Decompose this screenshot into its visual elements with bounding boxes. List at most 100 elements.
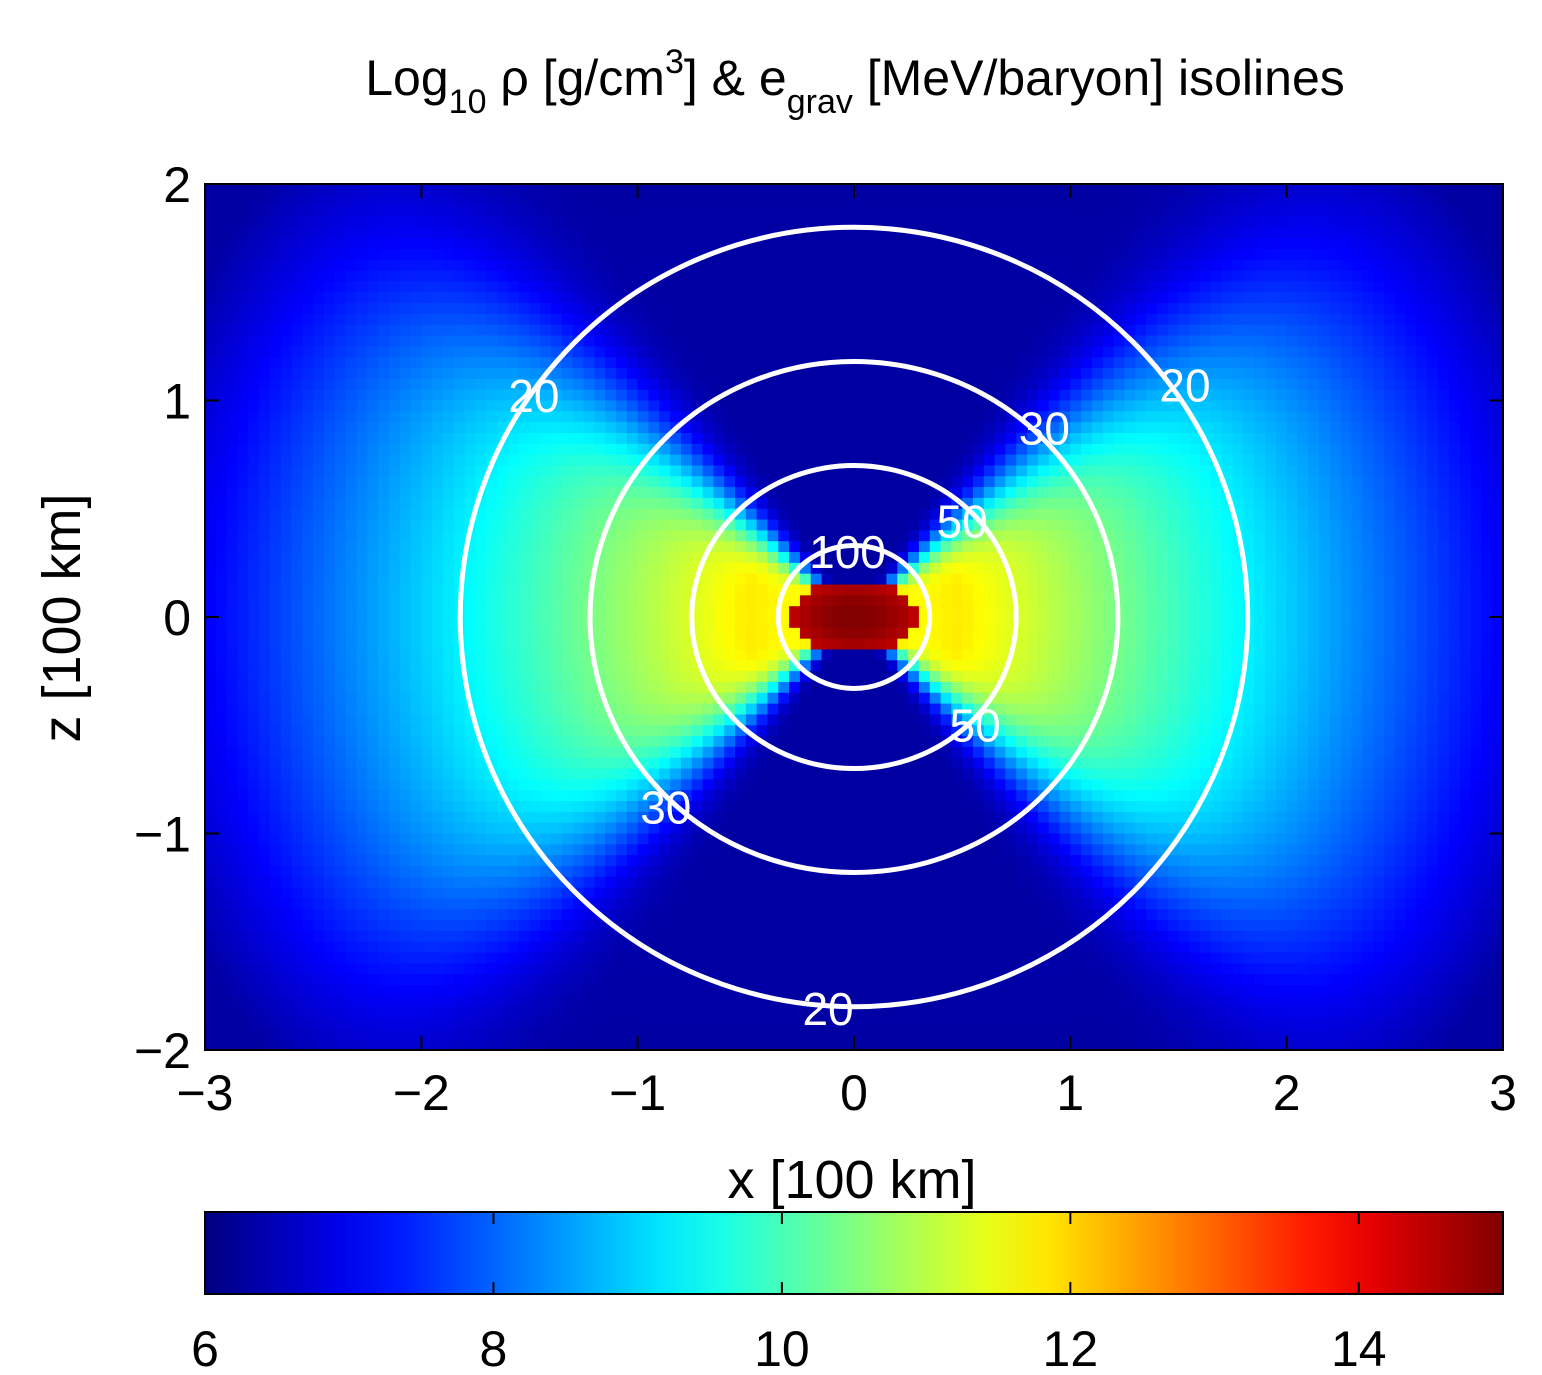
heatmap-cell	[507, 292, 520, 304]
heatmap-cell	[832, 422, 844, 434]
heatmap-cell	[789, 411, 801, 423]
heatmap-cell	[1124, 573, 1136, 586]
heatmap-cell	[789, 552, 801, 564]
heatmap-cell	[1481, 303, 1493, 315]
heatmap-cell	[561, 497, 574, 510]
heatmap-cell	[442, 389, 455, 402]
heatmap-cell	[1221, 476, 1234, 488]
heatmap-cell	[854, 400, 866, 412]
heatmap-cell	[205, 411, 217, 423]
heatmap-cell	[259, 346, 271, 358]
heatmap-cell	[1254, 324, 1266, 337]
heatmap-cell	[388, 497, 401, 510]
heatmap-cell	[486, 378, 498, 391]
heatmap-cell	[1178, 606, 1190, 618]
heatmap-cell	[410, 552, 422, 564]
heatmap-cell	[1405, 530, 1418, 542]
heatmap-cell	[659, 541, 671, 553]
heatmap-cell	[1016, 400, 1028, 412]
heatmap-cell	[875, 259, 888, 272]
heatmap-cell	[1275, 389, 1288, 402]
heatmap-cell	[248, 184, 260, 196]
heatmap-cell	[1459, 454, 1472, 467]
heatmap-cell	[421, 378, 433, 391]
heatmap-cell	[583, 400, 595, 412]
heatmap-cell	[756, 530, 769, 542]
heatmap-cell	[507, 465, 520, 477]
heatmap-cell	[507, 259, 520, 272]
heatmap-cell	[724, 357, 736, 369]
heatmap-cell	[561, 476, 574, 488]
heatmap-cell	[767, 443, 779, 456]
heatmap-cell	[1091, 313, 1104, 326]
heatmap-cell	[735, 465, 747, 477]
heatmap-cell	[1091, 562, 1104, 575]
heatmap-cell	[540, 400, 552, 412]
heatmap-cell	[680, 606, 693, 618]
heatmap-cell	[1081, 238, 1093, 250]
heatmap-cell	[767, 432, 779, 445]
heatmap-cell	[724, 411, 736, 423]
heatmap-cell	[367, 346, 379, 358]
heatmap-cell	[378, 530, 390, 542]
heatmap-cell	[778, 303, 790, 315]
heatmap-cell	[940, 248, 952, 261]
heatmap-cell	[810, 443, 823, 456]
heatmap-cell	[1189, 248, 1201, 261]
heatmap-cell	[745, 595, 758, 607]
heatmap-cell	[442, 292, 455, 304]
heatmap-cell	[854, 422, 866, 434]
heatmap-cell	[983, 443, 996, 456]
heatmap-cell	[1135, 617, 1147, 629]
heatmap-cell	[951, 595, 963, 607]
heatmap-cell	[1027, 313, 1039, 326]
heatmap-cell	[1384, 573, 1396, 586]
heatmap-cell	[1102, 422, 1115, 434]
heatmap-cell	[1427, 422, 1439, 434]
heatmap-cell	[886, 194, 898, 207]
heatmap-cell	[1362, 270, 1374, 283]
heatmap-cell	[1005, 476, 1017, 488]
heatmap-cell	[983, 205, 996, 218]
heatmap-cell	[323, 238, 336, 250]
heatmap-cell	[1221, 205, 1234, 218]
heatmap-cell	[594, 562, 606, 575]
heatmap-cell	[1448, 617, 1461, 629]
heatmap-cell	[648, 368, 660, 380]
heatmap-cell	[1275, 519, 1288, 531]
heatmap-cell	[475, 617, 487, 629]
heatmap-cell	[1156, 378, 1169, 391]
heatmap-cell	[713, 194, 725, 207]
heatmap-cell	[1297, 519, 1309, 531]
heatmap-cell	[789, 443, 801, 456]
heatmap-cell	[1448, 303, 1461, 315]
heatmap-cell	[442, 238, 455, 250]
heatmap-cell	[648, 541, 660, 553]
heatmap-cell	[1394, 617, 1407, 629]
heatmap-cell	[691, 281, 704, 293]
heatmap-cell	[442, 432, 455, 445]
heatmap-cell	[724, 497, 736, 510]
heatmap-cell	[972, 552, 985, 564]
heatmap-cell	[334, 422, 347, 434]
heatmap-cell	[551, 443, 563, 456]
heatmap-cell	[248, 432, 260, 445]
heatmap-cell	[918, 248, 931, 261]
heatmap-cell	[994, 281, 1007, 293]
heatmap-cell	[1470, 530, 1482, 542]
heatmap-cell	[1027, 552, 1039, 564]
heatmap-cell	[507, 303, 520, 315]
heatmap-cell	[399, 368, 412, 380]
heatmap-cell	[1427, 259, 1439, 272]
heatmap-cell	[789, 205, 801, 218]
heatmap-cell	[940, 443, 952, 456]
heatmap-cell	[1254, 617, 1266, 629]
heatmap-cell	[691, 606, 704, 618]
heatmap-cell	[1102, 357, 1115, 369]
heatmap-cell	[713, 400, 725, 412]
heatmap-cell	[605, 573, 617, 586]
heatmap-cell	[399, 324, 412, 337]
heatmap-cell	[1427, 497, 1439, 510]
heatmap-cell	[1275, 270, 1288, 283]
heatmap-cell	[821, 422, 833, 434]
